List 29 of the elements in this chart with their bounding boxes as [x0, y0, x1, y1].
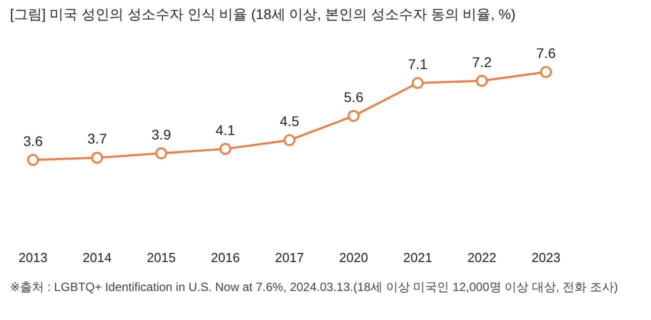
point: [219, 143, 232, 155]
x-tick-label: 2015: [146, 250, 176, 265]
data-label: 3.6: [23, 132, 43, 149]
x-tick-label: 2016: [210, 250, 240, 265]
point: [91, 152, 104, 164]
x-tick-label: 2021: [403, 250, 432, 265]
x-tick-label: 2013: [18, 250, 48, 265]
data-label: 7.2: [472, 54, 492, 70]
chart-title: [그림] 미국 성인의 성소수자 인식 비율 (18세 이상, 본인의 성소수자 동의 비율, %): [10, 6, 516, 22]
data-label: 3.7: [87, 130, 108, 147]
point: [540, 66, 552, 78]
data-label: 7.6: [536, 45, 556, 61]
x-tick-label: 2023: [532, 250, 560, 265]
data-label: 3.9: [152, 126, 172, 142]
data-label: 7.1: [408, 56, 428, 72]
point: [476, 74, 488, 87]
point: [348, 110, 360, 122]
point: [412, 77, 424, 89]
text: ※출처 : LGBTQ+ Identification in U.S. Now at 7.6%, 2024.03.13.(18세 이상 미국인 12,000명 이상 대상, 전화 조사): [10, 280, 618, 294]
x-tick-label: 2020: [339, 250, 368, 265]
data-label: 4.5: [280, 113, 300, 130]
point: [155, 147, 168, 160]
x-tick-label: 2014: [82, 250, 112, 265]
point: [27, 154, 39, 166]
data-label: 5.6: [344, 88, 364, 105]
x-tick-label: 2017: [275, 250, 304, 265]
point: [284, 134, 296, 146]
data-label: 4.1: [216, 122, 236, 138]
x-tick-label: 2022: [467, 250, 496, 265]
